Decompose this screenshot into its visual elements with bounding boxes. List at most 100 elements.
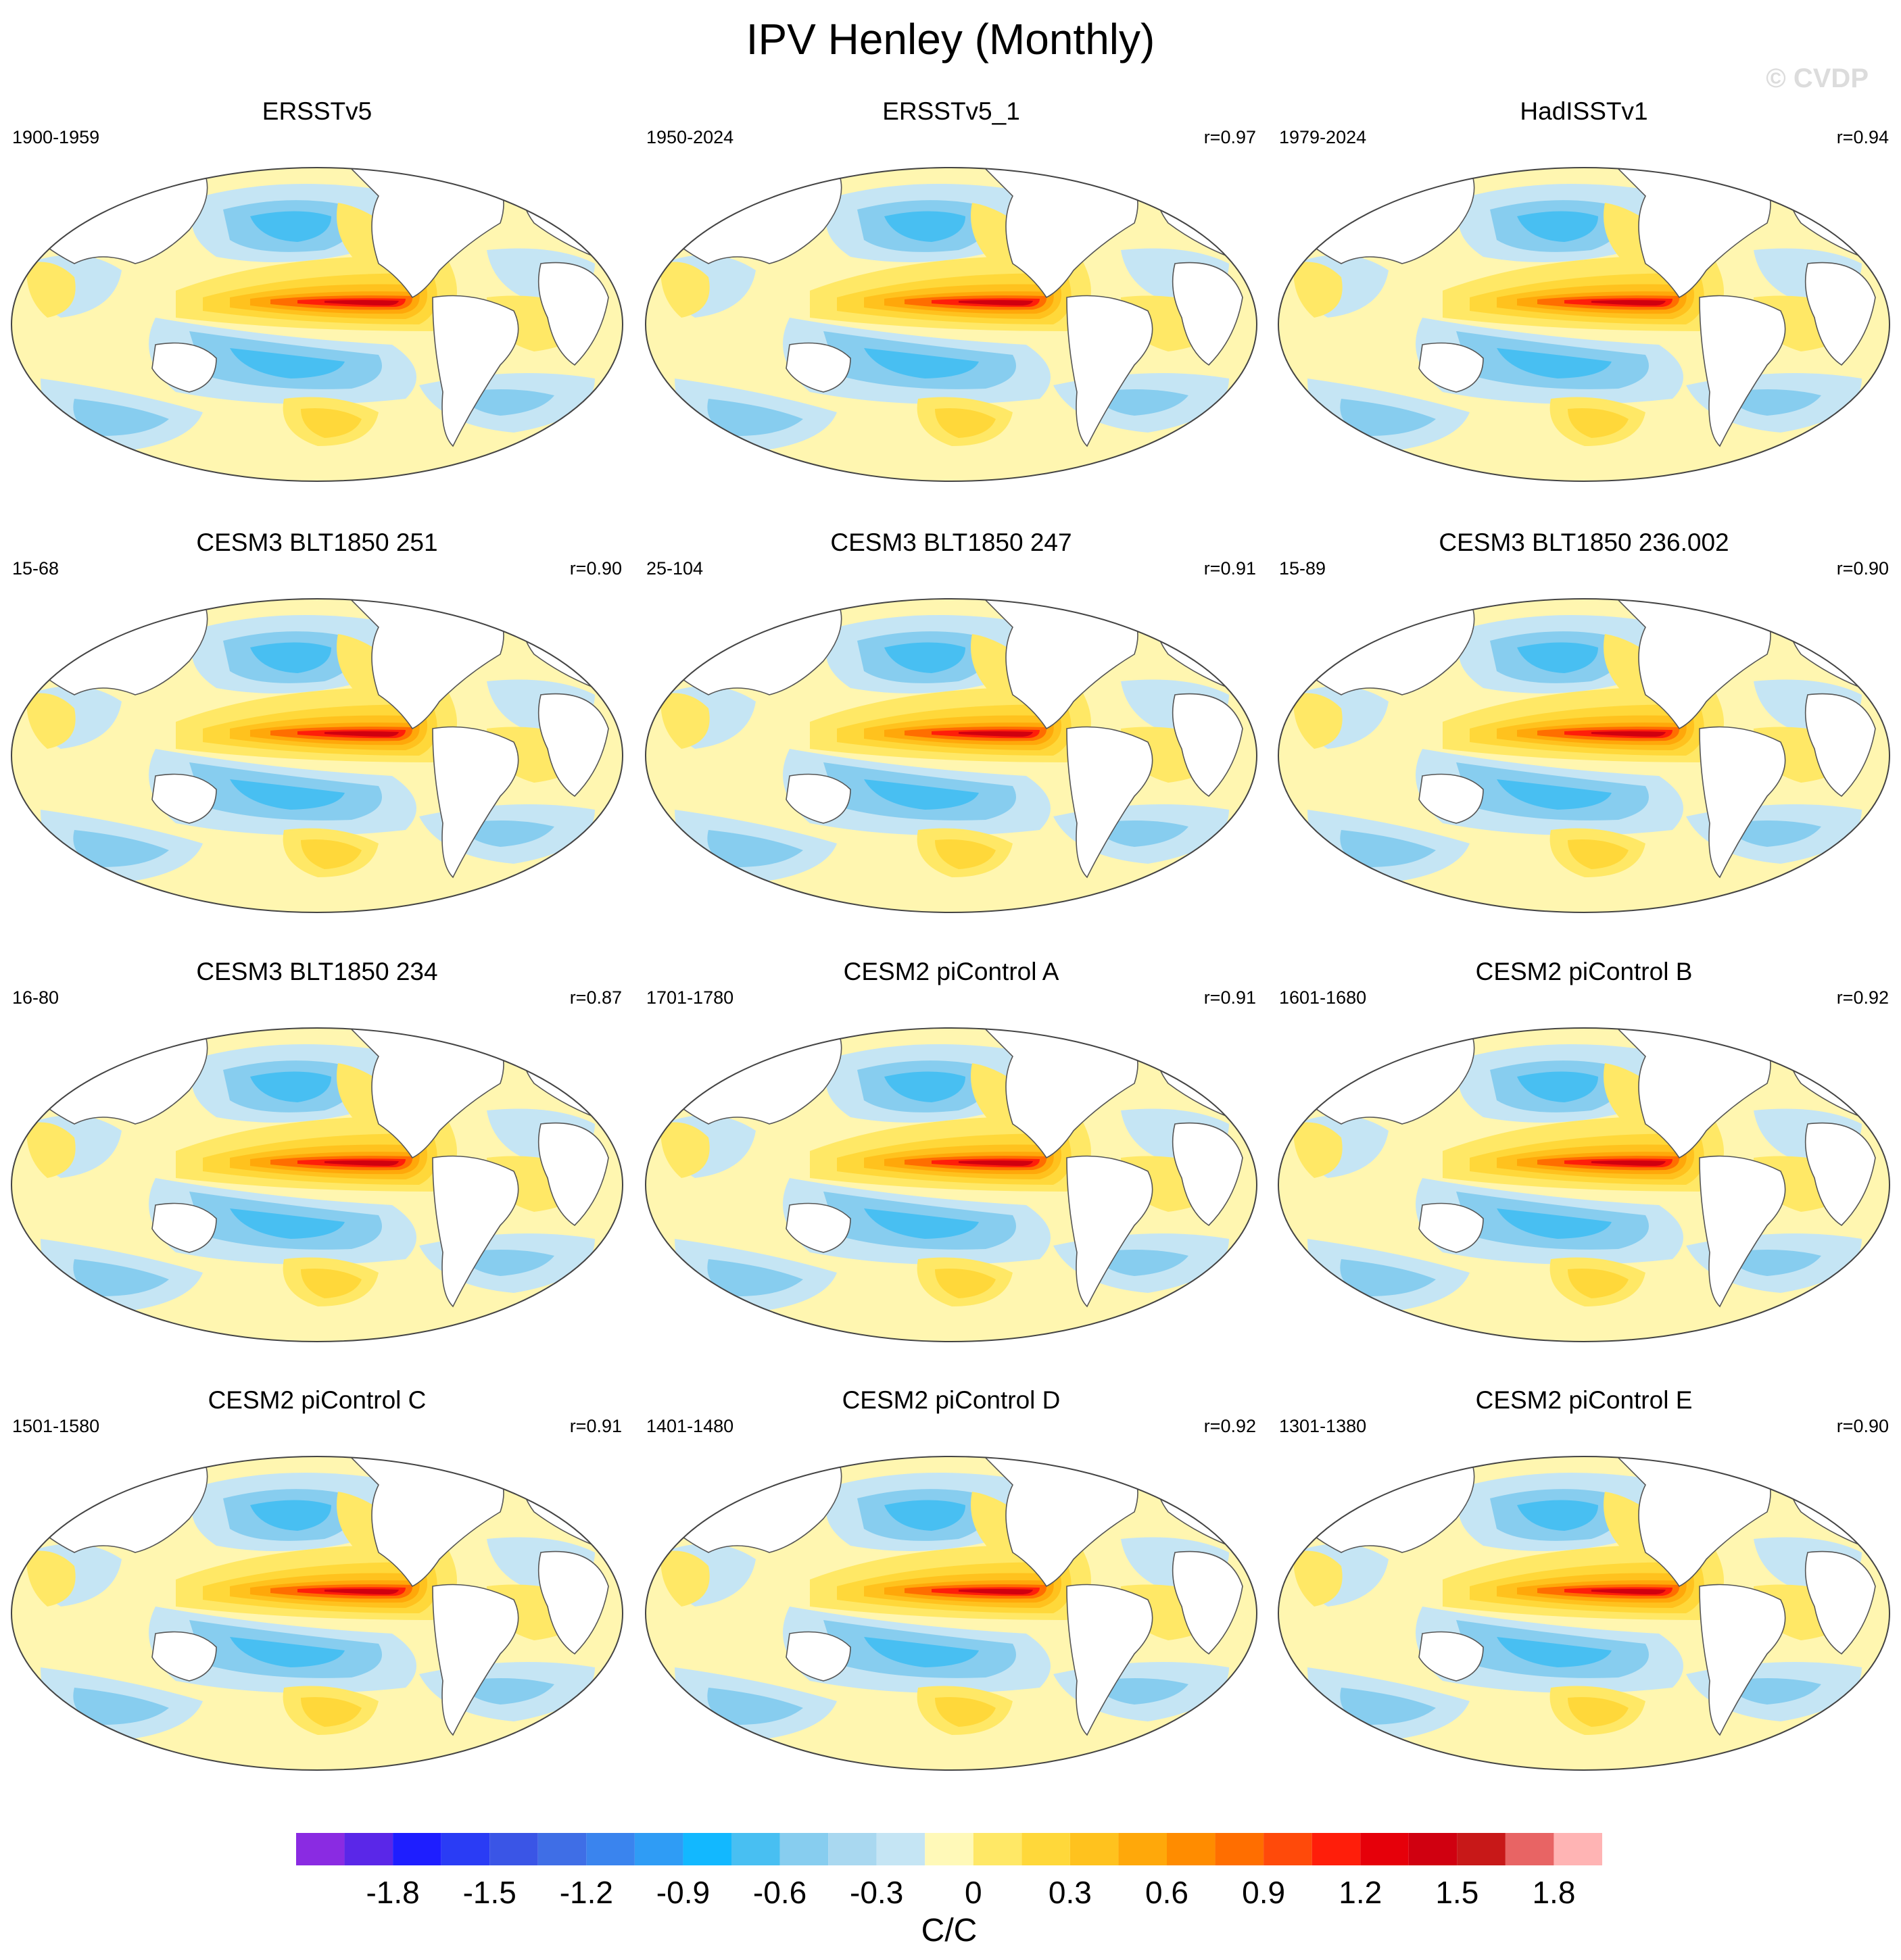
sst-contour-region <box>1293 1122 1343 1178</box>
map-outline <box>645 598 1257 913</box>
sst-contour-region <box>324 300 399 305</box>
map-panel: CESM3 BLT1850 247 25-104 r=0.91 <box>634 526 1268 958</box>
sst-contour-region <box>460 389 554 416</box>
panel-title: CESM3 BLT1850 247 <box>830 529 1072 556</box>
panel-period: 1301-1380 <box>1279 1416 1367 1436</box>
sst-contour-region <box>1293 1550 1343 1607</box>
sst-contour-region <box>1340 1688 1436 1725</box>
sst-contour-region <box>1340 830 1436 867</box>
sst-contour-region <box>935 839 996 869</box>
colorbar-swatch <box>779 1833 829 1865</box>
sst-contour-region <box>250 1071 331 1102</box>
colorbar-swatch <box>973 1833 1022 1865</box>
colorbar-tick-label: -1.5 <box>463 1875 516 1910</box>
sst-contour-region <box>1568 408 1629 438</box>
landmass <box>1172 693 1243 798</box>
sst-contour-region <box>660 1550 710 1607</box>
colorbar-swatch <box>1457 1833 1506 1865</box>
sst-contour-region <box>230 779 345 810</box>
sst-regression-map <box>1278 1456 1890 1771</box>
landmass <box>1418 773 1484 824</box>
panel-title: CESM3 BLT1850 236.002 <box>1439 529 1729 556</box>
sst-contour-region <box>250 1500 331 1531</box>
landmass <box>1617 599 1771 730</box>
sst-contour-region <box>1293 262 1343 318</box>
sst-contour-region <box>460 1250 554 1276</box>
sst-contour-region <box>1727 1250 1821 1276</box>
sst-contour-region <box>73 1688 169 1725</box>
colorbar-tick-label: 1.2 <box>1339 1875 1382 1910</box>
sst-contour-region <box>1517 1071 1598 1102</box>
colorbar-swatch <box>1118 1833 1167 1865</box>
sst-contour-region <box>959 1589 1033 1594</box>
landmass <box>1172 1122 1243 1227</box>
sst-contour-region <box>1591 1589 1666 1594</box>
colorbar-swatch <box>925 1833 973 1865</box>
sst-regression-map <box>11 1456 623 1771</box>
sst-contour-region <box>230 1637 345 1667</box>
colorbar-tick-label: -0.3 <box>850 1875 903 1910</box>
map-outline <box>645 1456 1257 1771</box>
map-panel: CESM2 piControl E 1301-1380 r=0.90 <box>1267 1383 1901 1816</box>
sst-contour-region <box>301 1697 362 1727</box>
panel-period: 1900-1959 <box>12 127 100 147</box>
sst-contour-region <box>935 1697 996 1727</box>
sst-contour-region <box>660 693 710 749</box>
sst-contour-region <box>1591 731 1666 737</box>
sst-contour-region <box>1517 211 1598 242</box>
colorbar-tick-label: -0.6 <box>753 1875 807 1910</box>
landmass <box>151 1202 217 1253</box>
landmass <box>350 168 504 299</box>
landmass <box>984 168 1138 299</box>
colorbar-tick-label: 0.3 <box>1049 1875 1092 1910</box>
colorbar-swatch <box>1215 1833 1264 1865</box>
panel-title: CESM3 BLT1850 234 <box>196 958 438 985</box>
sst-contour-region <box>884 211 965 242</box>
map-outline <box>645 1027 1257 1342</box>
sst-contour-region <box>864 1208 979 1239</box>
colorbar-swatch <box>1069 1833 1119 1865</box>
panel-period: 1979-2024 <box>1279 127 1367 147</box>
map-outline <box>1278 167 1890 482</box>
panel-correlation: r=0.91 <box>569 1416 622 1436</box>
landmass <box>786 342 851 393</box>
sst-contour-region <box>1568 839 1629 869</box>
map-outline <box>11 598 623 913</box>
colorbar-swatch <box>537 1833 587 1865</box>
panel-correlation: r=0.92 <box>1836 987 1889 1008</box>
landmass <box>1804 1122 1876 1227</box>
sst-contour-region <box>884 1071 965 1102</box>
landmass <box>786 1631 851 1682</box>
colorbar-swatch <box>489 1833 538 1865</box>
landmass <box>786 1202 851 1253</box>
map-panel: CESM2 piControl A 1701-1780 r=0.91 <box>634 955 1268 1388</box>
landmass <box>1172 1550 1243 1655</box>
landmass <box>1066 1584 1153 1736</box>
sst-contour-region <box>1497 1637 1612 1667</box>
sst-contour-region <box>1340 1259 1436 1296</box>
landmass <box>432 1155 519 1308</box>
landmass <box>1418 342 1484 393</box>
panel-correlation: r=0.97 <box>1203 127 1256 147</box>
panel-title: CESM2 piControl A <box>843 958 1059 985</box>
sst-contour-region <box>324 731 399 737</box>
sst-contour-region <box>959 1160 1033 1166</box>
sst-contour-region <box>324 1589 399 1594</box>
sst-contour-region <box>26 1550 76 1607</box>
sst-contour-region <box>1517 1500 1598 1531</box>
colorbar-tick-label: -1.8 <box>366 1875 419 1910</box>
sst-contour-region <box>1727 1678 1821 1705</box>
sst-contour-region <box>1727 389 1821 416</box>
landmass <box>1066 726 1153 879</box>
landmass <box>984 1028 1138 1159</box>
sst-contour-region <box>707 1688 803 1725</box>
panel-title: ERSSTv5 <box>262 97 372 125</box>
sst-contour-region <box>230 348 345 378</box>
map-panel: CESM2 piControl B 1601-1680 r=0.92 <box>1267 955 1901 1388</box>
map-outline <box>11 167 623 482</box>
sst-contour-region <box>1568 1697 1629 1727</box>
sst-contour-region <box>1568 1269 1629 1298</box>
landmass <box>1418 1631 1484 1682</box>
sst-contour-region <box>1094 1250 1188 1276</box>
colorbar-tick-label: 0 <box>965 1875 982 1910</box>
